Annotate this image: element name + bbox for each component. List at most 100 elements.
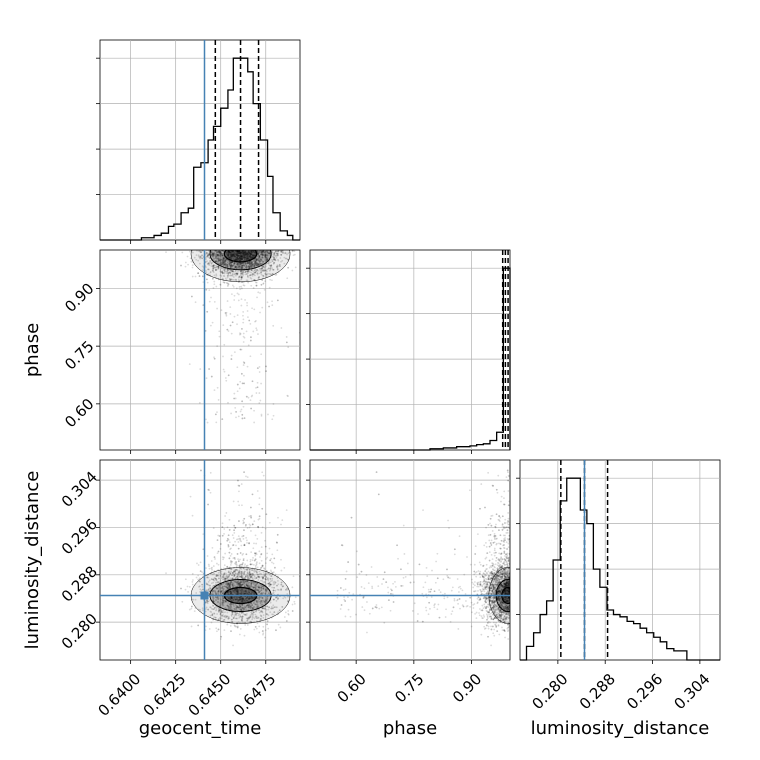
scatter-geocent-time-vs-phase-point — [237, 257, 240, 260]
scatter-geocent-time-vs-phase-point — [263, 254, 265, 257]
scatter-geocent-time-vs-luminosity-distance-point — [234, 598, 236, 601]
scatter-geocent-time-vs-phase-point — [237, 254, 240, 257]
scatter-geocent-time-vs-phase-point — [241, 258, 243, 261]
scatter-geocent-time-vs-luminosity-distance-point — [230, 615, 233, 617]
scatter-geocent-time-vs-phase-point — [249, 255, 251, 257]
scatter-geocent-time-vs-phase-point — [255, 259, 258, 261]
scatter-geocent-time-vs-phase-point — [238, 256, 241, 259]
scatter-geocent-time-vs-luminosity-distance-point — [261, 597, 264, 600]
scatter-geocent-time-vs-phase-point — [240, 276, 243, 279]
scatter-geocent-time-vs-phase-point — [226, 285, 229, 288]
scatter-geocent-time-vs-phase-point — [233, 263, 236, 266]
scatter-geocent-time-vs-phase-point — [217, 265, 220, 268]
scatter-geocent-time-vs-phase-point — [198, 255, 200, 258]
scatter-geocent-time-vs-phase-point — [248, 262, 250, 264]
scatter-geocent-time-vs-phase-point — [242, 335, 245, 338]
scatter-geocent-time-vs-phase-point — [238, 259, 241, 262]
scatter-geocent-time-vs-phase-point — [212, 254, 215, 256]
scatter-geocent-time-vs-phase-point — [240, 255, 243, 258]
scatter-geocent-time-vs-phase-point — [209, 259, 212, 262]
scatter-geocent-time-vs-phase-point — [264, 253, 267, 256]
scatter-geocent-time-vs-phase-point — [239, 267, 241, 270]
scatter-geocent-time-vs-phase-point — [236, 273, 239, 275]
scatter-geocent-time-vs-luminosity-distance-point — [238, 520, 240, 522]
scatter-geocent-time-vs-phase-point — [221, 254, 224, 257]
scatter-geocent-time-vs-phase-point — [234, 262, 236, 265]
scatter-geocent-time-vs-phase-point — [240, 262, 243, 264]
scatter-geocent-time-vs-phase-point — [223, 258, 225, 260]
scatter-geocent-time-vs-phase-point — [217, 259, 220, 261]
scatter-geocent-time-vs-phase-point — [221, 259, 224, 262]
scatter-geocent-time-vs-phase-point — [224, 259, 227, 262]
scatter-geocent-time-vs-phase-point — [246, 252, 249, 255]
scatter-geocent-time-vs-phase-point — [245, 251, 248, 254]
scatter-geocent-time-vs-phase-point — [238, 252, 240, 255]
scatter-geocent-time-vs-phase-point — [247, 281, 250, 284]
scatter-geocent-time-vs-phase-point — [216, 411, 218, 414]
scatter-geocent-time-vs-luminosity-distance-point — [252, 613, 255, 616]
scatter-geocent-time-vs-luminosity-distance-point — [265, 558, 267, 560]
scatter-geocent-time-vs-phase-point — [241, 382, 244, 385]
scatter-geocent-time-vs-phase-point — [188, 250, 191, 253]
scatter-geocent-time-vs-luminosity-distance-point — [224, 606, 227, 609]
scatter-geocent-time-vs-phase-point — [230, 250, 233, 252]
scatter-geocent-time-vs-luminosity-distance-point — [180, 587, 182, 590]
scatter-geocent-time-vs-luminosity-distance-point — [191, 572, 194, 575]
scatter-geocent-time-vs-phase-point — [259, 258, 262, 261]
scatter-geocent-time-vs-luminosity-distance-point — [232, 583, 234, 585]
scatter-geocent-time-vs-luminosity-distance-point — [227, 591, 230, 593]
scatter-geocent-time-vs-phase-point — [230, 253, 232, 256]
scatter-geocent-time-vs-luminosity-distance-point — [217, 563, 220, 566]
scatter-geocent-time-vs-phase-point — [243, 262, 246, 265]
scatter-geocent-time-vs-phase-point — [254, 254, 257, 256]
scatter-geocent-time-vs-phase-point — [227, 250, 230, 253]
scatter-geocent-time-vs-phase-point — [251, 394, 254, 397]
scatter-geocent-time-vs-luminosity-distance-point — [234, 540, 236, 543]
scatter-geocent-time-vs-phase-point — [261, 256, 264, 259]
scatter-geocent-time-vs-phase-point — [227, 254, 230, 257]
scatter-geocent-time-vs-phase-point — [247, 265, 250, 267]
scatter-geocent-time-vs-phase-point — [235, 251, 237, 254]
scatter-geocent-time-vs-phase-point — [212, 267, 215, 269]
scatter-geocent-time-vs-phase-point — [262, 260, 264, 263]
scatter-geocent-time-vs-phase-point — [218, 259, 221, 262]
scatter-geocent-time-vs-phase-point — [240, 285, 243, 288]
scatter-geocent-time-vs-luminosity-distance-point — [252, 611, 255, 614]
scatter-geocent-time-vs-luminosity-distance-point — [242, 581, 245, 583]
scatter-geocent-time-vs-phase-point — [247, 256, 249, 259]
scatter-geocent-time-vs-phase-point — [230, 255, 232, 258]
scatter-geocent-time-vs-luminosity-distance-point — [258, 590, 261, 593]
scatter-geocent-time-vs-luminosity-distance-point — [260, 566, 263, 569]
scatter-geocent-time-vs-phase-point — [268, 252, 270, 255]
scatter-geocent-time-vs-phase-point — [285, 341, 288, 344]
scatter-geocent-time-vs-phase-point — [245, 264, 248, 267]
scatter-geocent-time-vs-phase-point — [228, 251, 231, 254]
scatter-geocent-time-vs-phase-point — [220, 253, 222, 256]
scatter-geocent-time-vs-luminosity-distance-point — [239, 628, 242, 630]
scatter-geocent-time-vs-phase-point — [215, 269, 217, 272]
scatter-geocent-time-vs-phase-point — [260, 283, 263, 286]
scatter-geocent-time-vs-phase-point — [235, 278, 237, 281]
scatter-geocent-time-vs-phase-point — [247, 270, 250, 273]
scatter-geocent-time-vs-phase-points — [165, 250, 300, 424]
scatter-geocent-time-vs-phase-point — [221, 256, 224, 259]
scatter-geocent-time-vs-phase-point — [243, 253, 246, 256]
scatter-geocent-time-vs-luminosity-distance-point — [243, 608, 246, 611]
scatter-geocent-time-vs-phase-point — [205, 271, 208, 274]
scatter-geocent-time-vs-phase-point — [246, 257, 249, 260]
scatter-geocent-time-vs-phase-point — [264, 251, 267, 253]
scatter-geocent-time-vs-phase-point — [207, 252, 210, 255]
scatter-geocent-time-vs-luminosity-distance-point — [265, 513, 268, 516]
scatter-geocent-time-vs-phase-point — [206, 260, 208, 263]
scatter-geocent-time-vs-phase-point — [224, 264, 227, 267]
scatter-geocent-time-vs-phase-point — [231, 250, 234, 253]
scatter-geocent-time-vs-phase-point — [228, 251, 230, 254]
scatter-geocent-time-vs-luminosity-distance-point — [250, 551, 253, 553]
scatter-geocent-time-vs-phase-point — [229, 256, 232, 259]
scatter-geocent-time-vs-luminosity-distance-point — [258, 503, 261, 506]
scatter-geocent-time-vs-phase-point — [198, 401, 201, 404]
scatter-geocent-time-vs-phase-point — [181, 251, 184, 254]
scatter-geocent-time-vs-luminosity-distance-point — [275, 629, 277, 632]
scatter-geocent-time-vs-phase-point — [249, 256, 252, 259]
scatter-geocent-time-vs-phase-point — [237, 278, 240, 281]
